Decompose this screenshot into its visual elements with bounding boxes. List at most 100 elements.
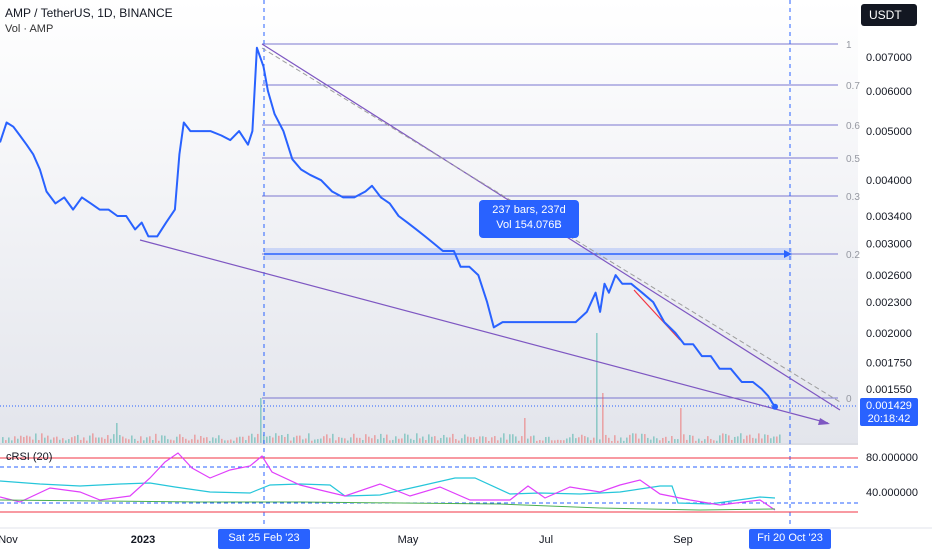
fib-level-label: 0.3 xyxy=(846,192,860,203)
volume-bar xyxy=(347,440,349,443)
time-axis[interactable]: Nov 2023 May Jul Sep xyxy=(0,534,693,546)
volume-bar xyxy=(584,436,586,443)
wedge-lower-trendline[interactable] xyxy=(139,239,829,424)
volume-bar xyxy=(647,437,649,443)
volume-bar xyxy=(491,437,493,443)
volume-bar xyxy=(53,437,55,443)
volume-bar xyxy=(254,437,256,443)
volume-bar xyxy=(296,435,298,443)
volume-bar xyxy=(155,433,157,443)
volume-bar xyxy=(185,438,187,443)
volume-bar xyxy=(413,439,415,443)
volume-bar xyxy=(563,440,565,443)
volume-bar xyxy=(605,434,607,443)
volume-bar xyxy=(284,436,286,443)
volume-bar xyxy=(125,438,127,443)
volume-bar xyxy=(23,437,25,443)
volume-bar xyxy=(779,434,781,443)
price-tick-label: 0.002600 xyxy=(866,270,912,282)
volume-bar xyxy=(368,436,370,443)
volume-bar xyxy=(374,435,376,443)
volume-bar xyxy=(233,440,235,443)
volume-bar xyxy=(731,439,733,443)
red-trend-segment[interactable] xyxy=(633,289,681,341)
volume-bar xyxy=(407,434,409,443)
volume-bar xyxy=(194,434,196,443)
volume-bar xyxy=(146,437,148,443)
volume-bar xyxy=(659,440,661,443)
volume-bar xyxy=(467,436,469,443)
volume-bar xyxy=(260,398,262,443)
volume-bar xyxy=(215,438,217,443)
volume-bar xyxy=(371,438,373,443)
volume-bar xyxy=(713,440,715,443)
fib-level-label: 0.2 xyxy=(846,250,860,261)
volume-bar xyxy=(143,440,145,443)
volume-bar xyxy=(446,437,448,443)
time-tick-label: Nov xyxy=(0,534,18,546)
volume-bar xyxy=(719,435,721,443)
volume-bar xyxy=(395,436,397,443)
currency-button[interactable]: USDT xyxy=(861,4,917,26)
left-crosshair-date: Sat 25 Feb '23 xyxy=(228,532,300,544)
volume-bar xyxy=(755,438,757,443)
price-tick-label: 0.003000 xyxy=(866,239,912,251)
volume-bar xyxy=(749,434,751,443)
volume-bar xyxy=(761,438,763,443)
volume-bar xyxy=(476,439,478,443)
volume-bar xyxy=(683,434,685,443)
right-crosshair-date: Fri 20 Oct '23 xyxy=(757,532,823,544)
price-axis[interactable]: 0.007000 0.006000 0.005000 0.004000 0.003400… xyxy=(866,52,912,396)
volume-bar xyxy=(71,437,73,443)
volume-bar xyxy=(17,438,19,443)
indicator-label[interactable]: cRSI (20) xyxy=(6,451,53,463)
volume-bar xyxy=(590,440,592,443)
volume-bar xyxy=(572,433,574,443)
volume-bar xyxy=(89,435,91,443)
volume-bar xyxy=(527,438,529,443)
price-tick-label: 0.002000 xyxy=(866,328,912,340)
volume-bar xyxy=(539,440,541,443)
crsi-magenta-line xyxy=(0,452,776,511)
volume-bar xyxy=(14,436,16,443)
price-axis-background[interactable] xyxy=(858,0,932,530)
volume-bar xyxy=(560,440,562,443)
volume-bar xyxy=(404,433,406,443)
volume-bar xyxy=(548,436,550,443)
volume-bar xyxy=(383,437,385,443)
volume-bar xyxy=(524,418,526,443)
volume-bar xyxy=(272,437,274,443)
volume-bar xyxy=(488,440,490,443)
volume-bar xyxy=(182,437,184,443)
volume-bar xyxy=(428,434,430,443)
volume-bar xyxy=(257,433,259,443)
volume-bar xyxy=(197,439,199,443)
volume-bar xyxy=(62,438,64,443)
volume-bar xyxy=(392,439,394,443)
volume-bar xyxy=(743,439,745,443)
price-tick-label: 0.006000 xyxy=(866,86,912,98)
volume-bar xyxy=(131,435,133,443)
crsi-tick-40: 40.000000 xyxy=(866,487,918,499)
volume-bar xyxy=(236,437,238,443)
volume-bar xyxy=(188,440,190,443)
volume-bar xyxy=(644,434,646,443)
volume-bar xyxy=(653,436,655,443)
volume-bar xyxy=(95,437,97,443)
volume-bar xyxy=(542,440,544,443)
volume-bar xyxy=(551,440,553,443)
volume-bar xyxy=(110,438,112,443)
volume-bar xyxy=(416,433,418,443)
volume-bar xyxy=(686,439,688,443)
volume-bar xyxy=(320,438,322,443)
main-pane-background xyxy=(0,0,858,443)
volume-bar xyxy=(329,438,331,443)
volume-bar xyxy=(776,436,778,443)
volume-bar xyxy=(323,436,325,443)
volume-bar xyxy=(734,436,736,443)
volume-bar xyxy=(353,433,355,443)
volume-bar xyxy=(92,433,94,443)
volume-bar xyxy=(173,440,175,443)
volume-bar xyxy=(410,438,412,443)
